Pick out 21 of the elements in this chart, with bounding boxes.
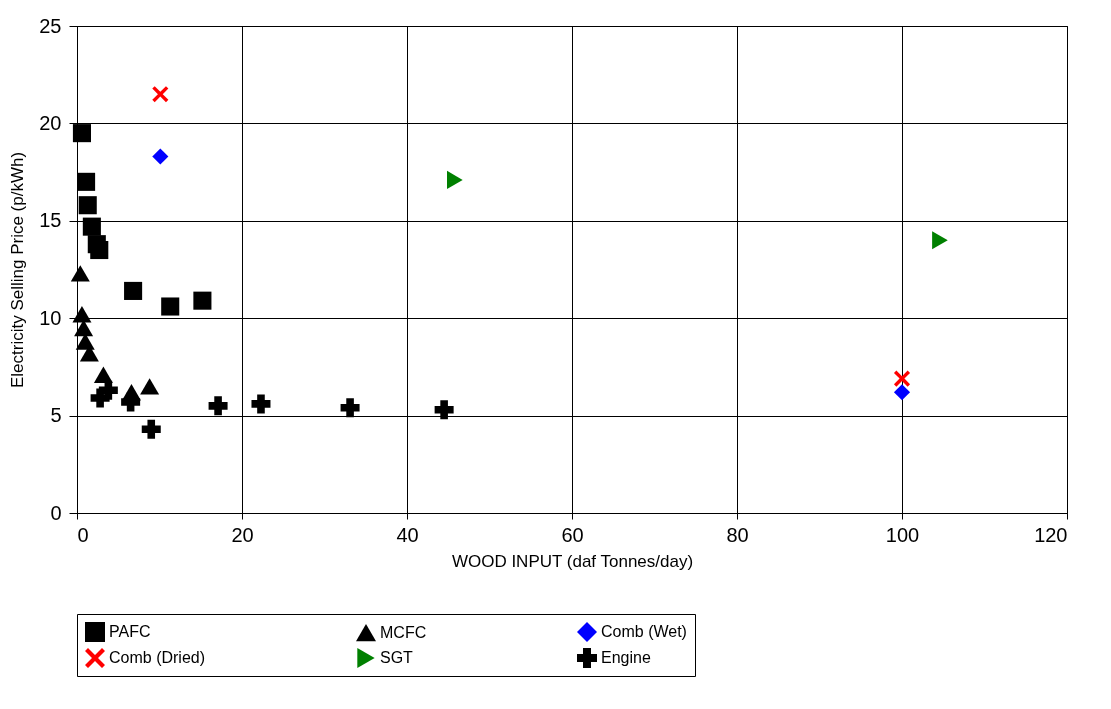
y-tick-label: 15 (39, 209, 62, 232)
x-tick-label: 0 (77, 523, 89, 546)
y-axis-title: Electricity Selling Price (p/kWh) (8, 151, 28, 389)
legend-label: PAFC (109, 623, 151, 640)
x-tick-label: 80 (726, 523, 749, 546)
x-axis-title: WOOD INPUT (daf Tonnes/day) (451, 551, 694, 571)
legend-label: SGT (380, 649, 414, 666)
x-tick-label: 20 (231, 523, 254, 546)
legend-label: MCFC (380, 623, 427, 641)
y-tick-label: 0 (50, 501, 62, 524)
legend-label: Engine (601, 649, 651, 666)
legend-label: Comb (Wet) (601, 623, 687, 640)
y-tick-label: 25 (39, 14, 62, 37)
y-tick-label: 10 (39, 306, 62, 329)
x-tick-label: 120 (1034, 523, 1068, 546)
x-tick-label: 40 (396, 523, 419, 546)
legend-label: Comb (Dried) (109, 649, 206, 666)
y-tick-label: 20 (39, 111, 62, 134)
y-tick-label: 5 (50, 404, 62, 427)
x-tick-label: 100 (885, 523, 920, 546)
x-tick-label: 60 (561, 523, 584, 546)
